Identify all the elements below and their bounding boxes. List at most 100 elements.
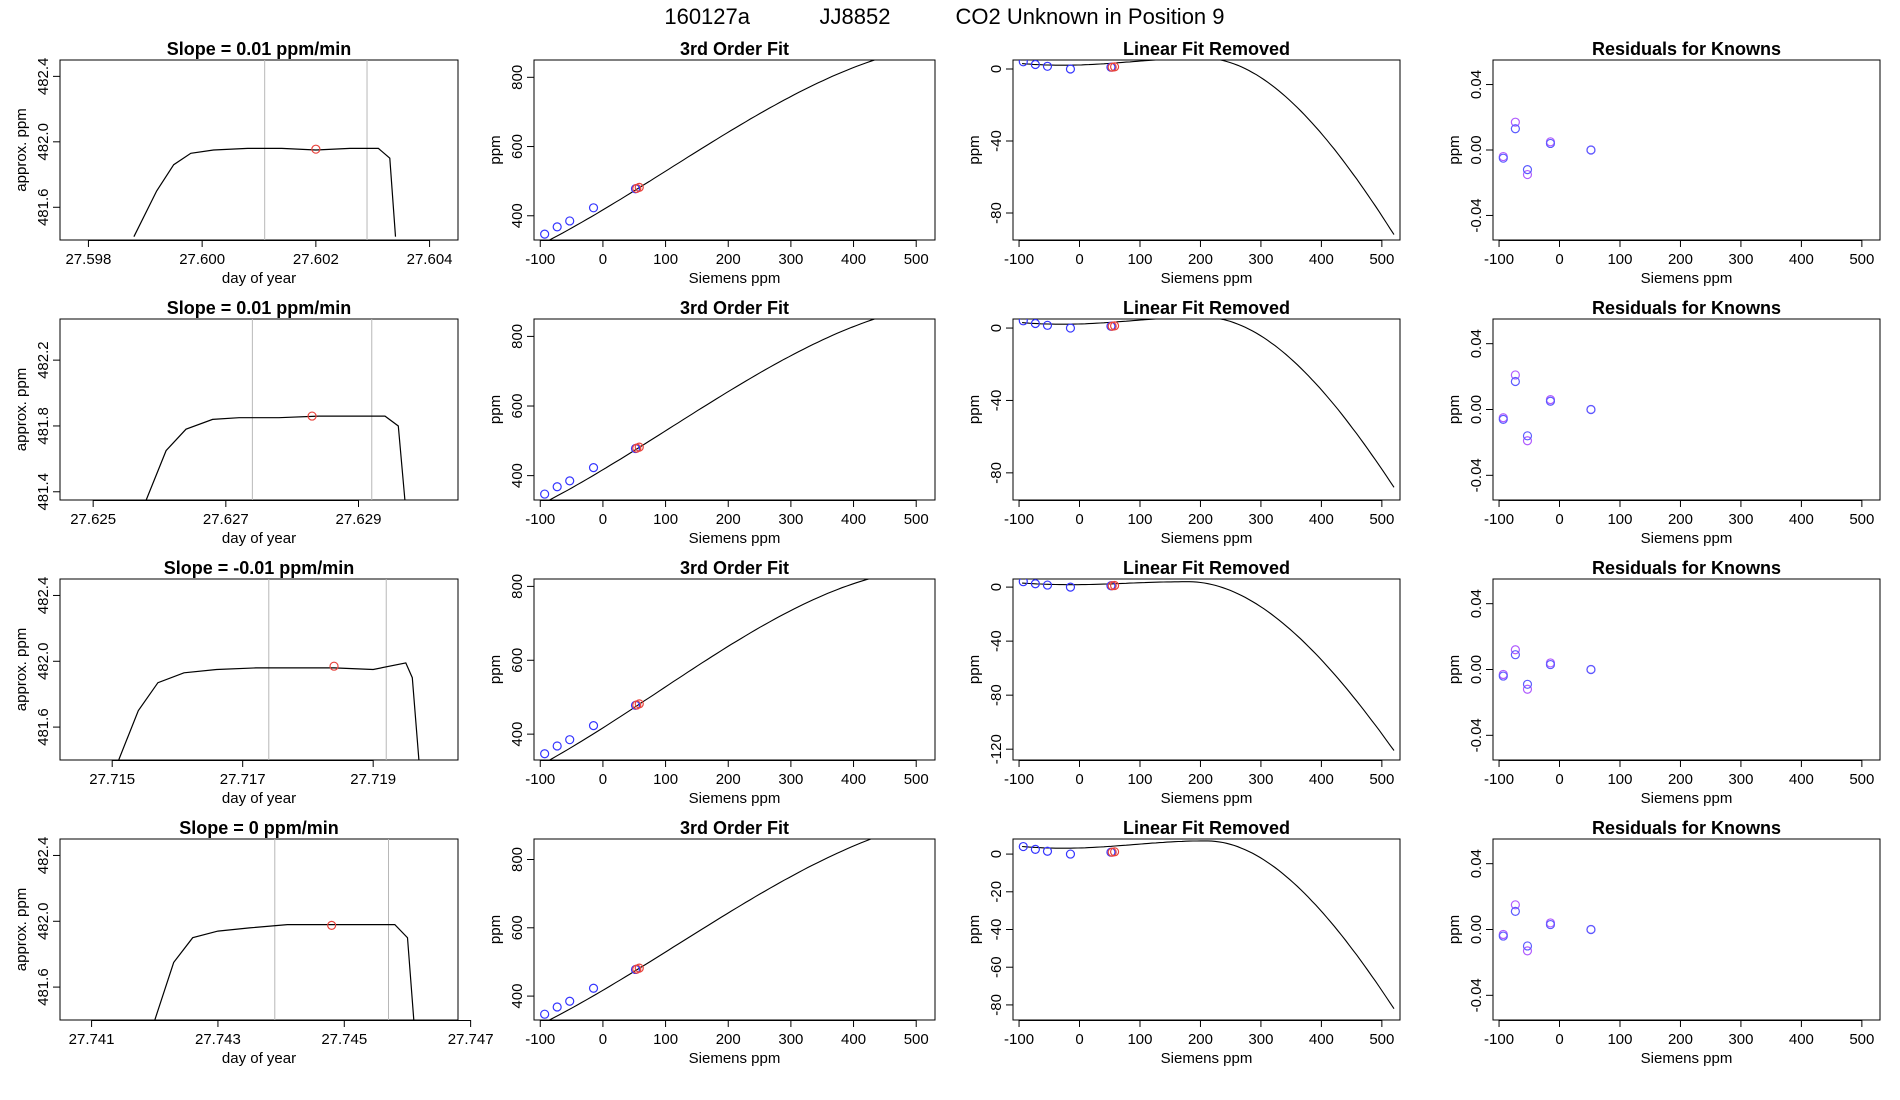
residual-point bbox=[1586, 664, 1596, 675]
data-series-line bbox=[133, 147, 397, 237]
x-tick-label: 100 bbox=[1607, 1031, 1632, 1048]
known-standard-point bbox=[588, 463, 599, 473]
x-tick-label: -100 bbox=[1484, 511, 1514, 528]
known-standard-point bbox=[1018, 319, 1028, 326]
residual-point bbox=[1498, 671, 1508, 681]
x-tick-label: 200 bbox=[1188, 771, 1213, 788]
plot-frame bbox=[533, 59, 936, 241]
x-axis-label: day of year bbox=[222, 1050, 296, 1067]
y-tick-label: 800 bbox=[509, 847, 526, 872]
x-axis: 27.715 27.717 27.719 bbox=[89, 760, 396, 788]
x-tick-label: 400 bbox=[841, 251, 866, 268]
y-axis-label: ppm bbox=[966, 655, 983, 684]
plot-frame bbox=[1492, 59, 1881, 241]
x-tick-label: 200 bbox=[1668, 251, 1693, 268]
plot-area bbox=[540, 839, 873, 1020]
plot-area bbox=[133, 60, 397, 240]
x-tick-label: 27.717 bbox=[220, 771, 266, 788]
known-standard-point bbox=[588, 203, 599, 213]
plot-frame bbox=[533, 318, 936, 501]
x-tick-label: 500 bbox=[904, 251, 929, 268]
known-standard-point bbox=[552, 741, 562, 751]
residual-point bbox=[1545, 138, 1556, 149]
panel-title: Slope = 0 ppm/min bbox=[179, 818, 339, 838]
y-tick-label: 481.6 bbox=[35, 968, 52, 1006]
x-tick-label: -100 bbox=[1004, 251, 1034, 268]
x-tick-label: 0 bbox=[1555, 251, 1563, 268]
y-tick-label: 482.4 bbox=[35, 58, 52, 96]
panel-1-3: Linear Fit Removed -100 0 100 200 300 400 500 Si… bbox=[966, 39, 1401, 287]
x-tick-label: 27.715 bbox=[89, 771, 135, 788]
y-tick-label: -0.04 bbox=[1468, 718, 1485, 752]
plot-frame bbox=[1012, 838, 1401, 1021]
x-tick-label: 200 bbox=[716, 771, 741, 788]
sample-marker bbox=[307, 411, 317, 421]
data-series-line bbox=[145, 415, 406, 500]
known-standard-point bbox=[552, 222, 562, 232]
y-axis-label: ppm bbox=[966, 915, 983, 944]
y-tick-label: 800 bbox=[509, 574, 526, 599]
y-tick-label: 600 bbox=[509, 394, 526, 419]
x-axis: -100 0 100 200 300 400 500 bbox=[525, 500, 929, 528]
x-tick-label: 400 bbox=[1309, 1031, 1334, 1048]
residual-point bbox=[1510, 645, 1520, 655]
unknown-sample-point bbox=[1109, 62, 1120, 72]
x-tick-label: 200 bbox=[1188, 511, 1213, 528]
residual-point bbox=[1522, 165, 1533, 175]
x-tick-label: 0 bbox=[1555, 511, 1563, 528]
plot-area bbox=[540, 579, 871, 760]
y-tick-label: 400 bbox=[509, 463, 526, 488]
plot-area bbox=[145, 319, 406, 500]
plot-frame bbox=[59, 59, 459, 241]
y-tick-label: 482.0 bbox=[35, 902, 52, 940]
figure-header: 160127a JJ8852 CO2 Unknown in Position 9 bbox=[664, 4, 1224, 29]
y-tick-label: 600 bbox=[509, 915, 526, 940]
panel-title: Residuals for Knowns bbox=[1592, 818, 1781, 838]
x-tick-label: 100 bbox=[653, 251, 678, 268]
y-tick-label: 481.6 bbox=[35, 188, 52, 226]
unknown-sample-point bbox=[1109, 321, 1120, 331]
x-tick-label: 0 bbox=[1075, 511, 1083, 528]
fit-curve bbox=[548, 579, 871, 760]
x-tick-label: 200 bbox=[1188, 1031, 1213, 1048]
known-standard-point bbox=[552, 1002, 562, 1012]
x-tick-label: 300 bbox=[778, 511, 803, 528]
y-axis: 400 600 800 bbox=[509, 65, 534, 228]
x-tick-label: 400 bbox=[1789, 511, 1814, 528]
known-standard-point bbox=[1018, 579, 1028, 587]
y-tick-label: 0.04 bbox=[1468, 849, 1485, 878]
known-standard-point bbox=[1065, 582, 1076, 592]
residual-point bbox=[1545, 396, 1556, 406]
x-tick-label: 300 bbox=[1728, 771, 1753, 788]
x-tick-label: 27.598 bbox=[65, 251, 111, 268]
x-tick-label: 500 bbox=[1369, 1031, 1394, 1048]
panel-4-2: 3rd Order Fit -100 0 100 200 300 400 500 Siemens… bbox=[487, 818, 936, 1067]
x-tick-label: 400 bbox=[841, 1031, 866, 1048]
unknown-sample-point bbox=[1109, 580, 1120, 591]
panel-title: Slope = -0.01 ppm/min bbox=[164, 558, 355, 578]
known-standard-point bbox=[540, 489, 550, 499]
y-tick-label: 800 bbox=[509, 65, 526, 90]
plot-frame bbox=[59, 318, 459, 501]
x-axis: -100 0 100 200 300 400 500 bbox=[1484, 1020, 1874, 1048]
known-standard-point bbox=[565, 735, 575, 745]
x-tick-label: 0 bbox=[1555, 1031, 1563, 1048]
y-axis-label: ppm bbox=[487, 915, 504, 944]
x-tick-label: 0 bbox=[1555, 771, 1563, 788]
x-tick-label: 300 bbox=[1248, 251, 1273, 268]
x-tick-label: 300 bbox=[778, 251, 803, 268]
plot-area bbox=[1018, 579, 1395, 751]
x-tick-label: -100 bbox=[1004, 1031, 1034, 1048]
plot-area bbox=[540, 319, 877, 500]
y-tick-label: -40 bbox=[988, 130, 1005, 152]
x-axis: -100 0 100 200 300 400 500 bbox=[525, 1020, 929, 1048]
y-axis: -0.04 0.00 0.04 bbox=[1468, 849, 1493, 1012]
residual-point bbox=[1586, 924, 1596, 935]
residual-point bbox=[1510, 117, 1520, 127]
panel-title: 3rd Order Fit bbox=[680, 558, 789, 578]
y-axis: 0 -40 -80 -120 bbox=[988, 583, 1013, 764]
x-tick-label: 300 bbox=[778, 771, 803, 788]
y-tick-label: -120 bbox=[988, 734, 1005, 764]
known-standard-point bbox=[1065, 849, 1076, 859]
